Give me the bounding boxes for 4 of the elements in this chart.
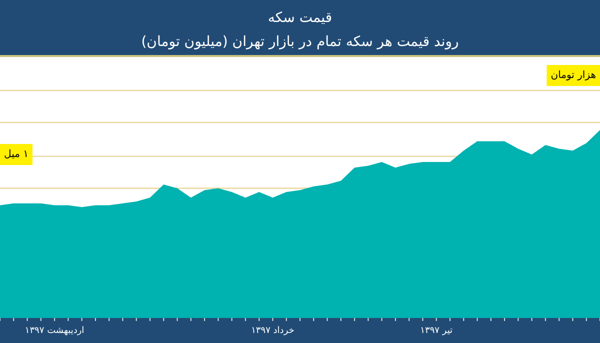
annotation: ۱ میل <box>4 149 29 160</box>
title: قیمت سکه <box>268 10 332 26</box>
annotation: هزار تومان <box>550 70 596 81</box>
subtitle: روند قیمت هر سکه تمام در بازار تهران (میلیون تومان) <box>141 34 459 50</box>
